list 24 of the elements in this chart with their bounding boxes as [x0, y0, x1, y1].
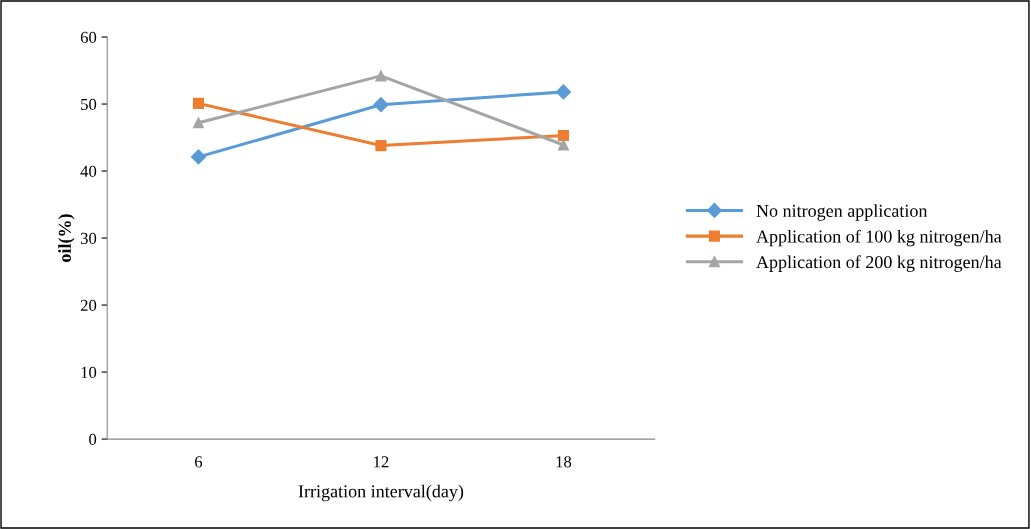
y-tick-label: 20 [80, 299, 97, 311]
x-tick-label: 12 [374, 456, 389, 468]
x-tick-label: 6 [195, 456, 203, 468]
legend-label: Application of 200 kg nitrogen/ha [756, 255, 1002, 272]
y-tick-label: 60 [80, 31, 97, 43]
y-tick-label: 0 [89, 433, 97, 446]
point [192, 117, 205, 129]
y-tick-label: 50 [81, 98, 97, 110]
legend-label: Application of 100 kg nitrogen/ha [756, 229, 1002, 247]
y-tick-label: 30 [80, 232, 97, 244]
point [375, 70, 387, 82]
point [555, 84, 572, 100]
point [375, 140, 387, 152]
x-axis-title: Irrigation interval(day) [298, 484, 464, 502]
point [557, 139, 569, 151]
y-axis-title: oil(%) [58, 214, 75, 262]
point [557, 129, 569, 142]
point [373, 97, 389, 113]
y-tick-label: 40 [80, 165, 97, 177]
y-tick-label: 10 [81, 366, 97, 379]
x-tick-label: 18 [556, 456, 572, 468]
point [192, 97, 205, 109]
legend-label: No nitrogen application [756, 204, 928, 221]
point [190, 149, 207, 165]
